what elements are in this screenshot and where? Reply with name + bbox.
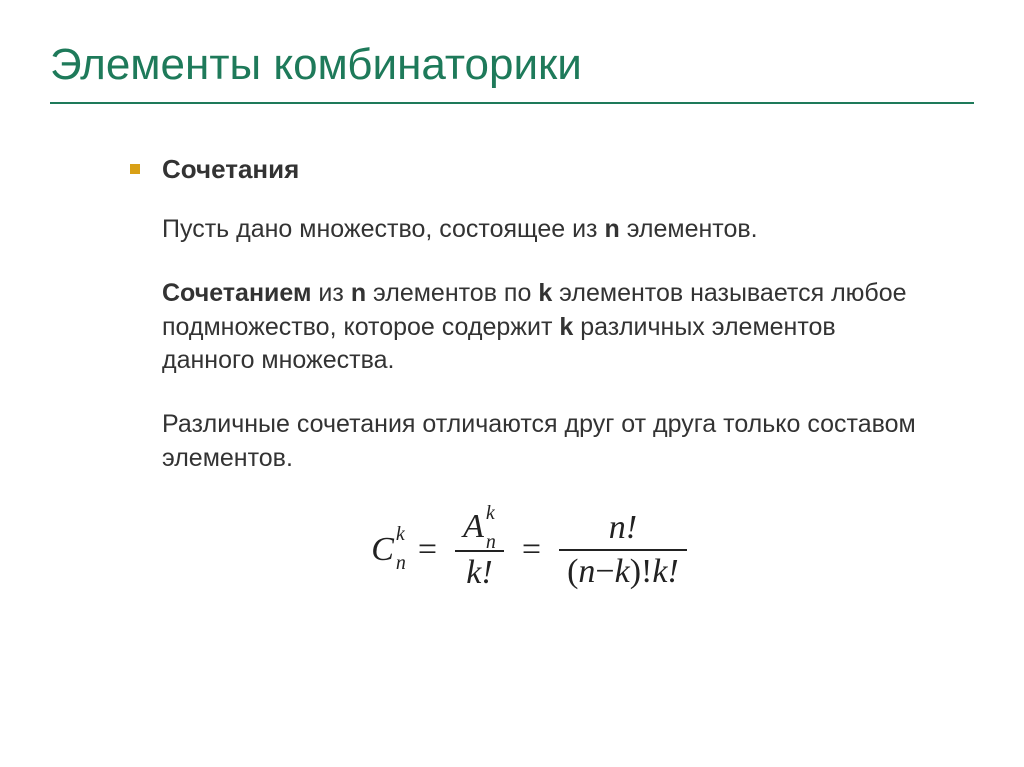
den2-minus: − bbox=[595, 553, 614, 590]
p2-k2: k bbox=[559, 313, 573, 341]
slide-content: Сочетания Пусть дано множество, состояще… bbox=[50, 154, 974, 594]
subheading-row: Сочетания bbox=[130, 154, 934, 185]
p2-a: из bbox=[311, 279, 350, 307]
frac-1: Akn k! bbox=[455, 506, 504, 594]
den2-k: k bbox=[615, 553, 630, 590]
paragraph-2: Сочетанием из n элементов по k элементов… bbox=[162, 277, 934, 378]
p2-b: элементов по bbox=[366, 279, 538, 307]
frac1-num: Akn bbox=[455, 506, 504, 550]
p2-n: n bbox=[351, 279, 366, 307]
den2-kexcl: k! bbox=[652, 553, 678, 590]
C-sub-n: n bbox=[396, 554, 406, 573]
frac2-num: n! bbox=[601, 507, 645, 549]
eq-2: = bbox=[522, 531, 541, 569]
sym-C: C bbox=[371, 531, 394, 569]
frac2-den: (n−k)!k! bbox=[559, 551, 687, 593]
sym-A: A bbox=[463, 508, 484, 545]
bullet-icon bbox=[130, 164, 140, 174]
subheading: Сочетания bbox=[162, 154, 299, 185]
C-supsub: k n bbox=[396, 531, 406, 569]
paragraph-1: Пусть дано множество, состоящее из n эле… bbox=[162, 213, 934, 247]
slide-title: Элементы комбинаторики bbox=[50, 40, 974, 104]
C-sup-k: k bbox=[396, 525, 406, 544]
p1-post: элементов. bbox=[620, 215, 758, 243]
A-sup-k: k bbox=[486, 504, 496, 523]
den2-rp: )! bbox=[630, 553, 653, 590]
p2-lead: Сочетанием bbox=[162, 279, 311, 307]
p1-n: n bbox=[604, 215, 619, 243]
p1-pre: Пусть дано множество, состоящее из bbox=[162, 215, 604, 243]
frac2-num-n: n! bbox=[609, 509, 637, 546]
eq-1: = bbox=[418, 531, 437, 569]
frac1-den-k: k! bbox=[466, 554, 492, 591]
A-sub-n: n bbox=[486, 533, 496, 552]
den2-lp: ( bbox=[567, 553, 578, 590]
den2-n: n bbox=[578, 553, 595, 590]
combinations-formula: C k n = Akn k! = n! (n−k)!k! bbox=[130, 506, 934, 594]
formula-lhs: C k n bbox=[371, 531, 406, 569]
frac-2: n! (n−k)!k! bbox=[559, 507, 687, 593]
paragraph-3: Различные сочетания отличаются друг от д… bbox=[162, 408, 934, 476]
A-supsub: kn bbox=[486, 510, 496, 548]
p2-k: k bbox=[538, 279, 552, 307]
frac1-den: k! bbox=[458, 552, 500, 594]
